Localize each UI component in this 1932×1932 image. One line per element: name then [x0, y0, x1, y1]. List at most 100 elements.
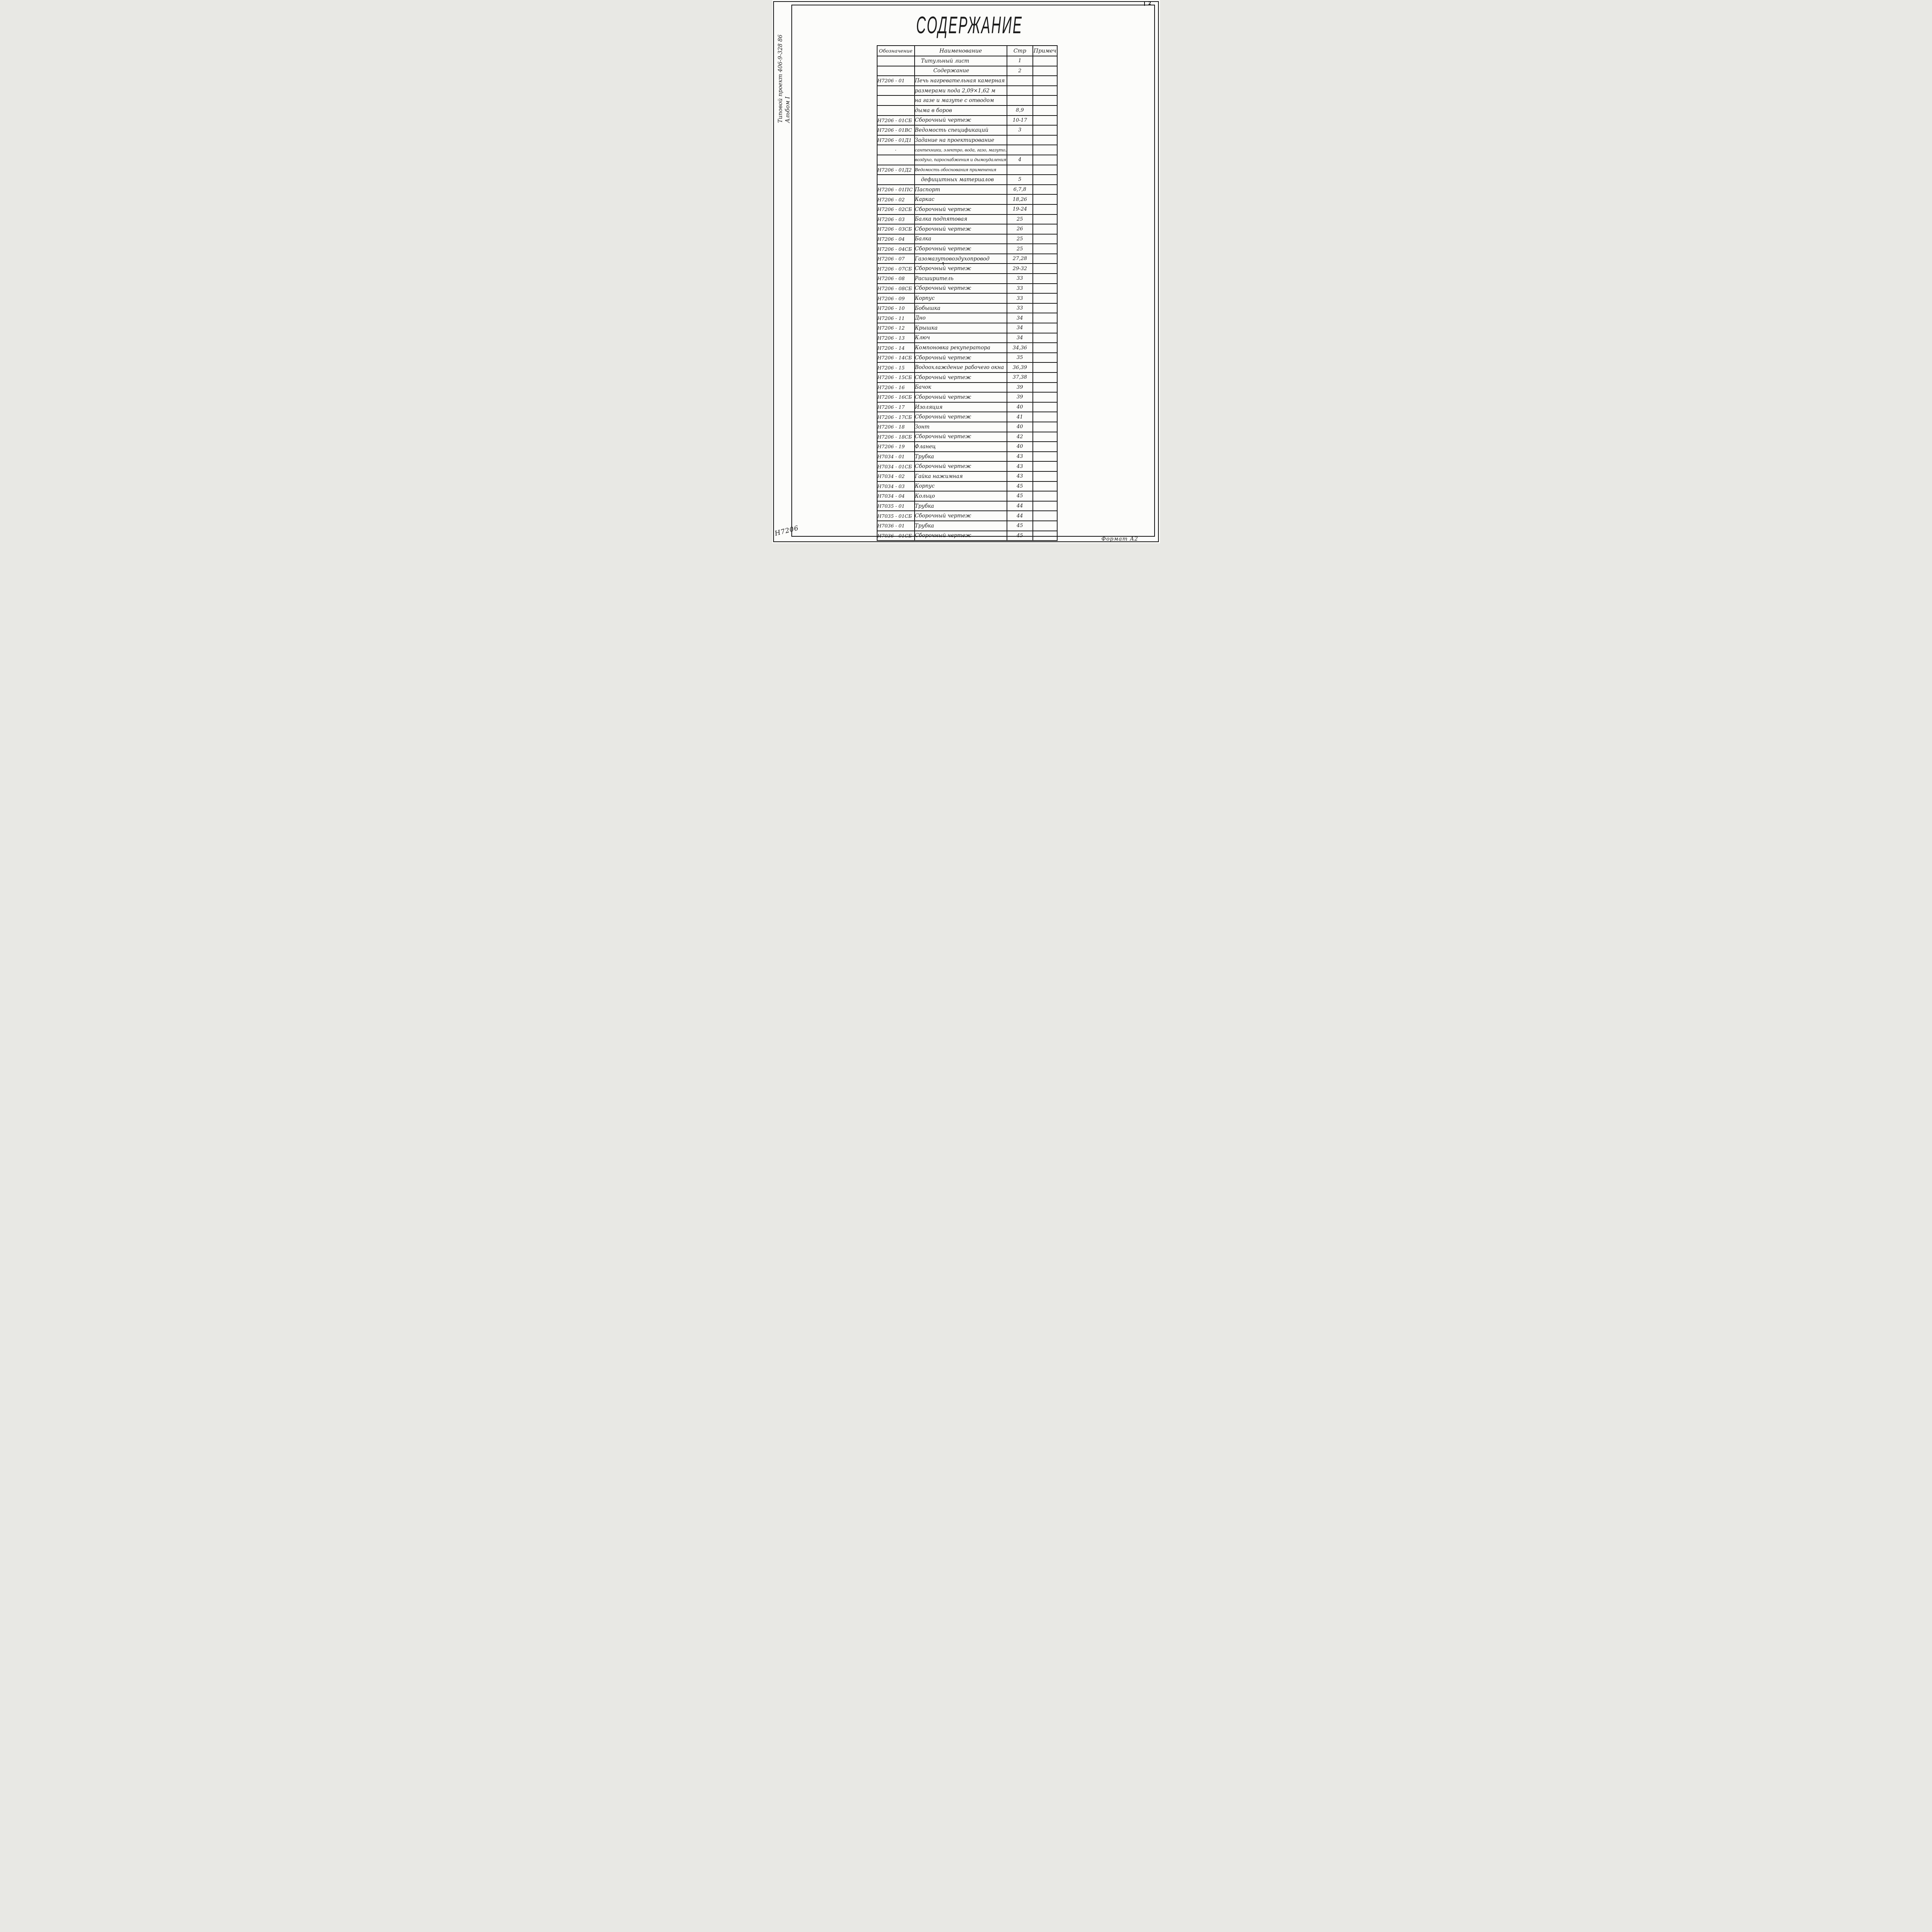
name-cell: Печь нагревательная камерная [914, 75, 1007, 86]
note-cell [1032, 510, 1058, 521]
note-cell [1032, 283, 1058, 294]
toc-row: воздухо, пароснабжения и дымоудаления 4 [876, 154, 1058, 165]
code-cell: Н7206 - 01Д2 [876, 164, 915, 175]
page-cell: 45 [1006, 491, 1033, 502]
code-cell: Н7206 - 07 [876, 253, 915, 264]
code-cell: Н7036 - 01 [876, 520, 915, 531]
page-cell: 26 [1006, 224, 1033, 235]
note-cell [1032, 342, 1058, 353]
code-cell [876, 65, 915, 77]
name-cell: Зонт [914, 421, 1007, 432]
sheet-number: 2 [1148, 1, 1151, 6]
contents-table: Обозначение Наименование Стр Примеч Титу… [876, 45, 1058, 541]
name-cell: Балка [914, 233, 1007, 245]
page-cell [1006, 95, 1033, 106]
page-cell: 10-17 [1006, 115, 1033, 126]
page-cell: 29-32 [1006, 263, 1033, 274]
toc-row: Н7206 - 10 Бобышка 33 [876, 303, 1058, 314]
toc-row: Н7206 - 11 Дно 34 [876, 313, 1058, 324]
name-cell: Сборочный чертеж [914, 392, 1007, 403]
note-cell [1032, 85, 1058, 96]
note-cell [1032, 461, 1058, 472]
page-cell: 45 [1006, 530, 1033, 541]
code-cell: Н7206 - 17 [876, 401, 915, 413]
toc-row: Н7206 - 18 Зонт 40 [876, 421, 1058, 432]
name-cell: Сборочный чертеж [914, 243, 1007, 254]
note-cell [1032, 392, 1058, 403]
code-cell: Н7206 - 02СБ [876, 204, 915, 215]
sheet-number-box: 2 [1144, 1, 1155, 6]
code-cell: Н7206 - 19 [876, 441, 915, 452]
code-cell: Н7206 - 03 [876, 214, 915, 225]
page-cell: 33 [1006, 283, 1033, 294]
note-cell [1032, 194, 1058, 205]
note-cell [1032, 154, 1058, 165]
toc-row: дефицитных материалов 5 [876, 174, 1058, 185]
page-cell: 19-24 [1006, 204, 1033, 215]
note-cell [1032, 431, 1058, 442]
toc-row: Н7206 - 01Д2 Ведомость обоснования примен… [876, 164, 1058, 175]
toc-row: Н7206 - 18СБ Сборочный чертеж 42 [876, 431, 1058, 442]
page-cell [1006, 145, 1033, 155]
note-cell [1032, 56, 1058, 66]
name-cell: сантехники, электро, вода, газо, мазуто, [914, 145, 1007, 155]
page-cell: 43 [1006, 471, 1033, 482]
note-cell [1032, 372, 1058, 383]
note-cell [1032, 313, 1058, 324]
code-cell: Н7206 - 16 [876, 382, 915, 393]
page-cell: 43 [1006, 451, 1033, 462]
note-cell [1032, 421, 1058, 432]
toc-row: Н7206 - 17 Изоляция 40 [876, 401, 1058, 413]
page-cell [1006, 164, 1033, 175]
name-cell: Сборочный чертеж [914, 461, 1007, 472]
code-cell [876, 174, 915, 185]
name-cell: Сборочный чертеж [914, 431, 1007, 442]
name-cell: Трубка [914, 451, 1007, 462]
album-label: Альбом I [784, 96, 791, 123]
page-cell: 4 [1006, 154, 1033, 165]
note-cell [1032, 332, 1058, 344]
toc-row: Н7206 - 03СБ Сборочный чертеж 26 [876, 224, 1058, 235]
toc-row: размерами пода 2,09×1,62 м [876, 85, 1058, 96]
header-page: Стр [1006, 45, 1033, 56]
toc-row: Н7035 - 01СБ Сборочный чертеж 44 [876, 510, 1058, 521]
name-cell: Трубка [914, 500, 1007, 512]
code-cell: Н7206 - 01СБ [876, 115, 915, 126]
toc-row: Н7206 - 14СБ Сборочный чертеж 35 [876, 352, 1058, 363]
toc-row: Н7206 - 08 Расширитель 33 [876, 273, 1058, 284]
note-cell [1032, 500, 1058, 512]
name-cell: Содержание [914, 65, 1007, 77]
name-cell: Задание на проектирование [914, 134, 1007, 146]
stray-ink-mark: ↑ [940, 261, 946, 267]
note-cell [1032, 224, 1058, 235]
note-cell [1032, 530, 1058, 541]
toc-row: Н7206 - 03 Балка подпятовая 25 [876, 214, 1058, 225]
footer-format-label: Формат А2 [1101, 536, 1138, 542]
code-cell: Н7206 - 01 [876, 75, 915, 86]
name-cell: Сборочный чертеж [914, 352, 1007, 363]
toc-row: Н7206 - 04 Балка 25 [876, 233, 1058, 245]
code-cell: Н7206 - 14СБ [876, 352, 915, 363]
margin-stamp-text: Типовой проект 406-9-328 86 Альбом I [777, 7, 792, 123]
toc-row: Н7034 - 04 Кольцо 45 [876, 491, 1058, 502]
toc-row: Н7206 - 16СБ Сборочный чертеж 39 [876, 392, 1058, 403]
note-cell [1032, 204, 1058, 215]
page-cell: 34 [1006, 332, 1033, 344]
toc-row: Н7206 - 01ВС Ведомость спецификаций 3 [876, 125, 1058, 136]
toc-row: Н7034 - 02 Гайка нажимная 43 [876, 471, 1058, 482]
name-cell: Сборочный чертеж [914, 530, 1007, 541]
name-cell: Компоновка рекуператора [914, 342, 1007, 353]
toc-row: Н7034 - 01 Трубка 43 [876, 451, 1058, 462]
name-cell: Сборочный чертеж [914, 263, 1007, 274]
toc-row: Н7206 - 15СБ Сборочный чертеж 37,38 [876, 372, 1058, 383]
header-note: Примеч [1032, 45, 1058, 56]
name-cell: воздухо, пароснабжения и дымоудаления [914, 154, 1007, 165]
code-cell: Н7206 - 07СБ [876, 263, 915, 274]
code-cell [876, 56, 915, 66]
name-cell: Каркас [914, 194, 1007, 205]
note-cell [1032, 520, 1058, 531]
note-cell [1032, 164, 1058, 175]
toc-row: · сантехники, электро, вода, газо, мазуто… [876, 145, 1058, 155]
name-cell: Сборочный чертеж [914, 372, 1007, 383]
toc-row: Н7206 - 17СБ Сборочный чертеж 41 [876, 412, 1058, 422]
